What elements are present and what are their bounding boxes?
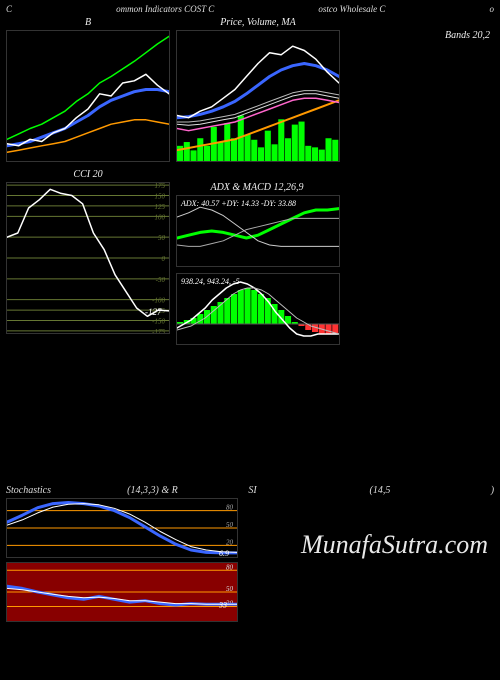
panel-bollinger: B <box>6 30 170 162</box>
title-adxmacd: ADX & MACD 12,26,9 <box>176 182 338 193</box>
svg-text:938.24, 943.24, -5: 938.24, 943.24, -5 <box>181 277 240 286</box>
svg-text:50: 50 <box>226 521 234 529</box>
chart-pricevol <box>177 31 339 161</box>
chart-rsi: 80503033 <box>7 563 237 621</box>
panel-pricevol: Price, Volume, MA <box>176 30 340 162</box>
panel-rsi: 80503033 <box>6 562 238 622</box>
svg-text:0: 0 <box>162 255 166 263</box>
panel-adx-macd-group: ADX & MACD 12,26,9 ADX: 40.57 +DY: 14.33… <box>176 182 338 345</box>
svg-text:33: 33 <box>218 600 227 609</box>
panel-macd: 938.24, 943.24, -5 <box>176 273 340 345</box>
lbl-rsi: SI <box>248 485 369 496</box>
chart-cci: 175150125100500-50-100-125-150-175-127 <box>7 183 169 333</box>
panel-adx: ADX: 40.57 +DY: 14.33 -DY: 33.88 <box>176 195 340 267</box>
chart-macd: 938.24, 943.24, -5 <box>177 274 339 344</box>
panel-cci: CCI 20 175150125100500-50-100-125-150-17… <box>6 182 170 334</box>
svg-text:6.9: 6.9 <box>219 549 229 557</box>
svg-text:-100: -100 <box>152 297 165 305</box>
row-rsi: 80503033 <box>0 562 500 622</box>
row-stoch: 80 50 20 6.9 <box>0 498 500 558</box>
title-pricevol: Price, Volume, MA <box>220 17 296 28</box>
chart-bollinger <box>7 31 169 161</box>
svg-text:-175: -175 <box>152 328 165 333</box>
svg-text:80: 80 <box>226 504 234 512</box>
lbl-stoch: Stochastics <box>6 485 127 496</box>
svg-text:-50: -50 <box>156 276 166 284</box>
svg-text:175: 175 <box>155 183 166 190</box>
title-bands: Bands 20,2 <box>445 30 490 41</box>
panel-stoch: 80 50 20 6.9 <box>6 498 238 558</box>
svg-text:50: 50 <box>158 234 166 242</box>
svg-text:100: 100 <box>155 213 166 221</box>
panel-bands-label: Bands 20,2 <box>346 30 494 162</box>
svg-text:80: 80 <box>226 563 234 571</box>
title-bollinger: B <box>85 17 91 28</box>
chart-stoch: 80 50 20 6.9 <box>7 499 237 557</box>
svg-text:20: 20 <box>226 538 234 546</box>
stoch-label-row: Stochastics (14,3,3) & R SI (14,5 ) <box>0 485 500 496</box>
svg-text:150: 150 <box>155 193 166 201</box>
row-2: CCI 20 175150125100500-50-100-125-150-17… <box>0 182 500 345</box>
lbl-rsi-close: ) <box>491 485 494 496</box>
svg-text:50: 50 <box>226 585 234 593</box>
header-row: C ommon Indicators COST C ostco Wholesal… <box>0 0 500 16</box>
lbl-rsi-params: (14,5 <box>370 485 491 496</box>
hdr-center: ommon Indicators COST C <box>116 4 214 14</box>
row-1: B Price, Volume, MA Bands 20,2 <box>0 30 500 162</box>
chart-adx: ADX: 40.57 +DY: 14.33 -DY: 33.88 <box>177 196 339 266</box>
lbl-stoch-params: (14,3,3) & R <box>127 485 248 496</box>
hdr-left: C <box>6 4 12 14</box>
svg-text:-150: -150 <box>152 318 165 326</box>
svg-text:ADX: 40.57 +DY: 14.33 -DY: 33.: ADX: 40.57 +DY: 14.33 -DY: 33.88 <box>180 199 296 208</box>
hdr-right2: o <box>490 4 495 14</box>
svg-text:125: 125 <box>155 203 166 211</box>
title-cci: CCI 20 <box>73 169 102 180</box>
hdr-right1: ostco Wholesale C <box>318 4 385 14</box>
svg-text:-127: -127 <box>145 307 162 317</box>
